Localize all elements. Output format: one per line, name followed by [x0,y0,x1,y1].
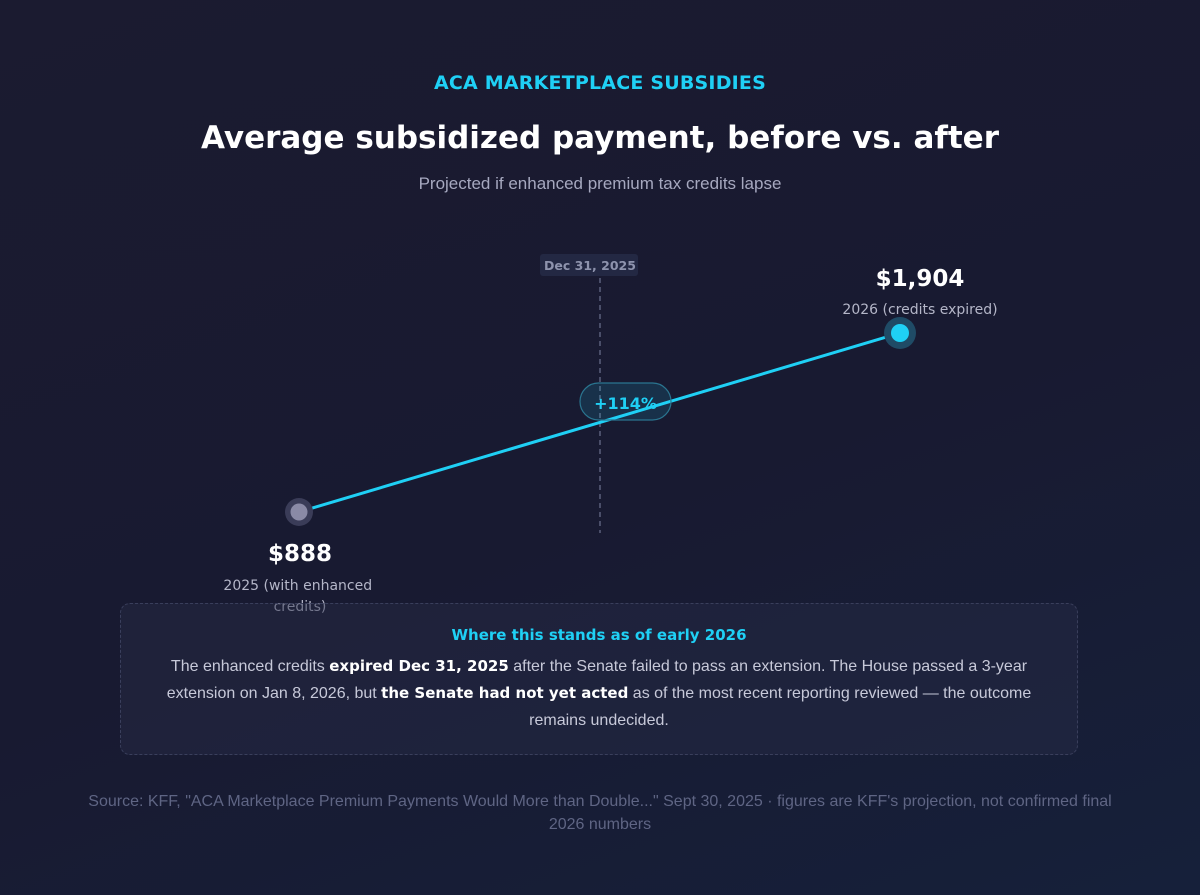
source-footnote: Source: KFF, "ACA Marketplace Premium Pa… [88,793,1112,833]
status-note-title: Where this stands as of early 2026 [451,626,747,644]
marker-label: Dec 31, 2025 [544,258,636,273]
change-pill [579,382,672,421]
note-emphasis-2: the Senate had not yet acted [381,684,629,702]
status-note: Where this stands as of early 2026 The e… [120,603,1078,755]
category-label-before-line1: 2025 (with enhanced [223,578,372,594]
page-title: Average subsidized payment, before vs. a… [200,120,999,156]
eyebrow-label: ACA MARKETPLACE SUBSIDIES [434,72,766,94]
page-subtitle: Projected if enhanced premium tax credit… [418,174,782,193]
category-label-after: 2026 (credits expired) [842,302,997,318]
series-line [297,331,902,514]
payment-chart: Dec 31, 2025 $888 2025 (with enhanced cr… [223,254,998,615]
change-label: +114% [594,394,657,413]
note-text-1: The enhanced credits [170,658,330,675]
data-point-after [891,324,909,342]
value-label-after: $1,904 [876,266,965,292]
note-emphasis-1: expired Dec 31, 2025 [329,657,509,675]
note-text-3: as of the most recent reporting reviewed… [529,685,1032,729]
note-text-2: after the Senate failed to pass an exten… [166,658,1028,702]
status-note-body: The enhanced credits expired Dec 31, 202… [151,653,1047,734]
data-point-before [290,503,308,521]
marker-label-bg [540,254,638,276]
value-label-before: $888 [268,541,332,567]
